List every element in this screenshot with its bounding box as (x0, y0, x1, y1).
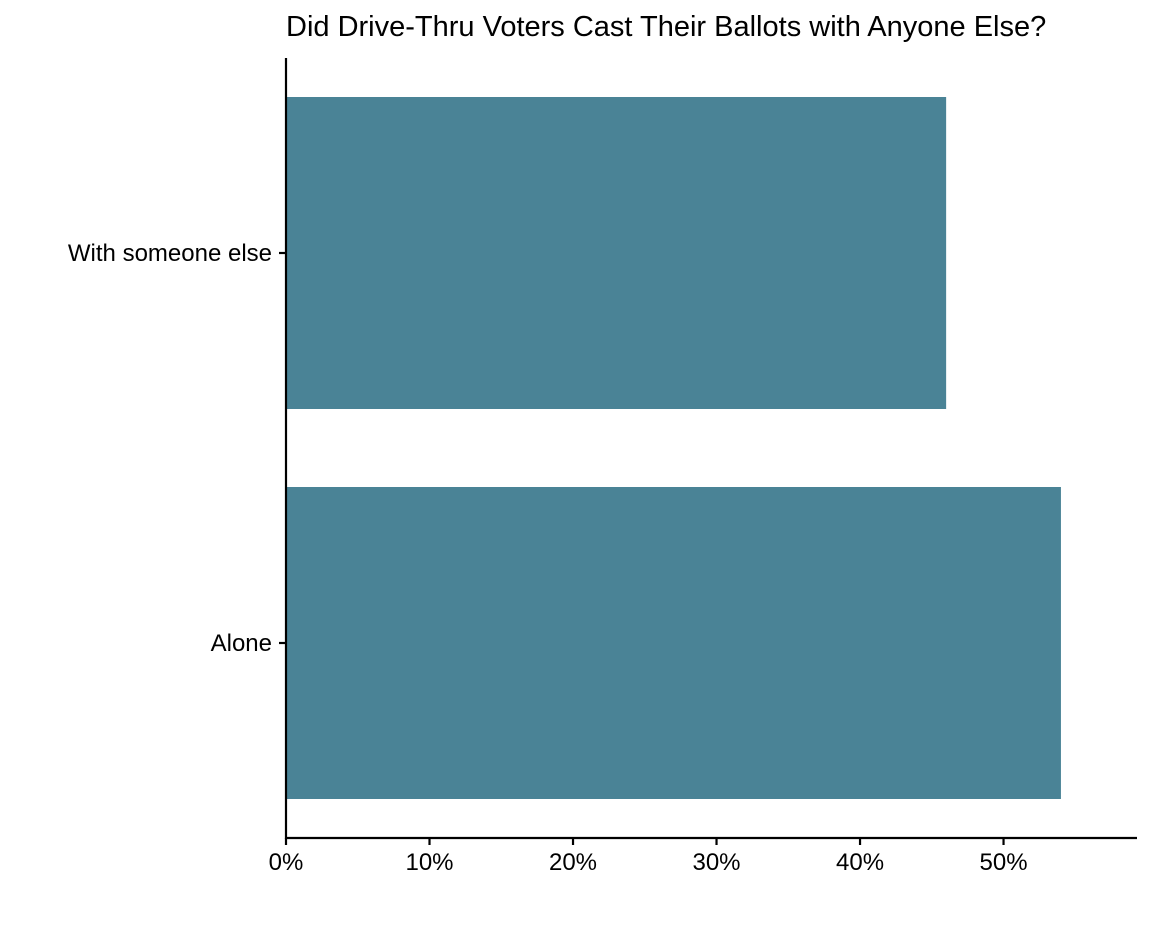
bar-with-someone-else (286, 97, 947, 409)
chart-title: Did Drive-Thru Voters Cast Their Ballots… (286, 11, 1046, 43)
y-tick-label: Alone (211, 630, 272, 657)
x-tick-label: 0% (269, 849, 304, 876)
y-tick-label: With someone else (68, 240, 272, 267)
x-tick-label: 40% (836, 849, 884, 876)
x-tick-label: 30% (692, 849, 740, 876)
axes-layer: With someone else Alone 0% 10% 20% 30% 40% 50% (68, 58, 1137, 876)
x-tick-label: 50% (980, 849, 1028, 876)
bars-layer (286, 97, 1061, 799)
x-tick-label: 20% (549, 849, 597, 876)
bar-alone (286, 487, 1061, 799)
x-tick-label: 10% (405, 849, 453, 876)
